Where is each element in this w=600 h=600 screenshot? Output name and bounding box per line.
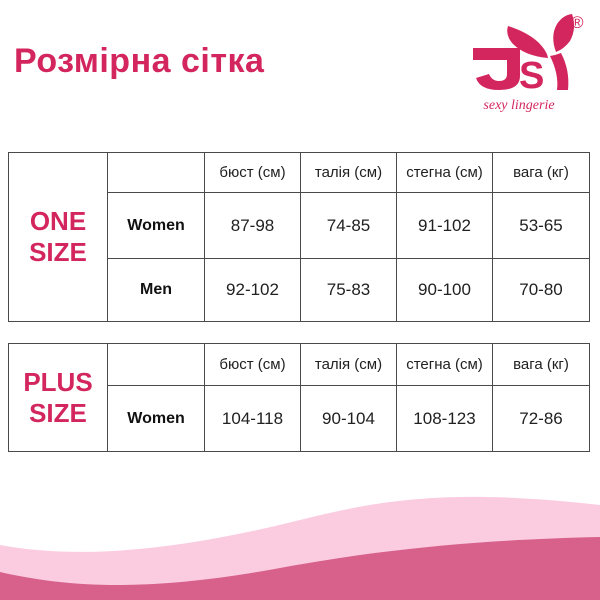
corner-cell [107,343,205,386]
value-cell-hips: 91-102 [396,192,493,259]
page-title: Розмірна сітка [14,42,265,80]
jsy-logo: S ® sexy lingerie [453,8,595,120]
row-label-men: Men [107,258,205,322]
value-cell-weight: 72-86 [492,385,590,452]
table-row-women: Women 87-98 74-85 91-102 53-65 [9,192,590,259]
logo-tagline: sexy lingerie [483,98,554,113]
table-row-women: Women 104-118 90-104 108-123 72-86 [9,385,590,452]
table-row-men: Men 92-102 75-83 90-100 70-80 [9,258,590,322]
logo-letter-s: S [519,55,544,97]
column-header-waist: талія (см) [300,152,397,193]
plus-size-table: PLUS SIZE бюст (см) талія (см) стегна (с… [8,343,590,452]
column-header-weight: вага (кг) [492,343,590,386]
logo-leaf-left-icon [507,26,548,58]
value-cell-waist: 74-85 [300,192,397,259]
column-header-weight: вага (кг) [492,152,590,193]
column-header-hips: стегна (см) [396,343,493,386]
logo-leaf-right-icon [553,14,575,52]
value-cell-hips: 108-123 [396,385,493,452]
size-group-label-plus-size: PLUS SIZE [8,343,108,452]
logo-letter-y-stem-shape [550,53,569,90]
value-cell-waist: 75-83 [300,258,397,322]
jsy-logo-icon: S ® sexy lingerie [473,13,584,113]
value-cell-bust: 104-118 [204,385,301,452]
value-cell-bust: 87-98 [204,192,301,259]
value-cell-hips: 90-100 [396,258,493,322]
one-size-table: ONE SIZE бюст (см) талія (см) стегна (см… [8,152,590,322]
header-row: PLUS SIZE бюст (см) талія (см) стегна (с… [8,343,590,452]
column-header-bust: бюст (см) [204,343,301,386]
value-cell-bust: 92-102 [204,258,301,322]
logo-letter-j-shape [473,48,520,90]
value-cell-weight: 70-80 [492,258,590,322]
wave-dark [0,537,600,600]
column-header-waist: талія (см) [300,343,397,386]
value-cell-waist: 90-104 [300,385,397,452]
column-header-bust: бюст (см) [204,152,301,193]
column-header-hips: стегна (см) [396,152,493,193]
row-label-women: Women [107,385,205,452]
row-label-women: Women [107,192,205,259]
wave-decoration [0,496,600,600]
corner-cell [107,152,205,193]
value-cell-weight: 53-65 [492,192,590,259]
registered-trademark-icon: ® [571,13,584,32]
size-group-label-one-size: ONE SIZE [8,152,108,322]
header-row: ONE SIZE бюст (см) талія (см) стегна (см… [8,152,590,322]
